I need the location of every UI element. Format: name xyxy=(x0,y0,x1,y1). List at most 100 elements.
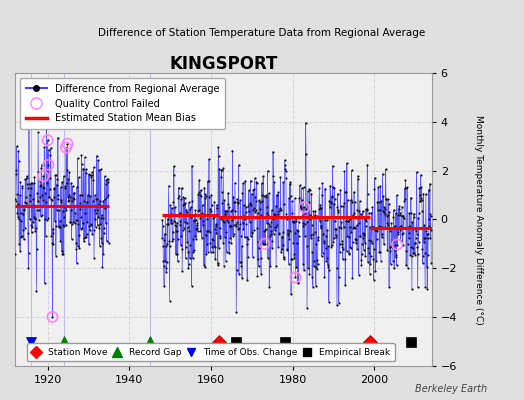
Point xyxy=(373,236,381,242)
Point xyxy=(375,248,384,255)
Point xyxy=(30,174,39,181)
Point xyxy=(13,143,21,150)
Point xyxy=(171,204,179,210)
Point xyxy=(228,147,237,154)
Point xyxy=(246,178,255,184)
Point xyxy=(418,197,426,204)
Point xyxy=(166,217,174,223)
Point xyxy=(366,261,375,267)
Point xyxy=(335,224,344,230)
Point xyxy=(384,212,392,218)
Point xyxy=(267,219,276,225)
Point xyxy=(419,252,427,259)
Point xyxy=(422,191,430,197)
Point xyxy=(388,225,397,232)
Point xyxy=(382,196,390,202)
Point xyxy=(276,174,285,180)
Point xyxy=(62,180,71,186)
Point xyxy=(75,244,83,251)
Point xyxy=(204,248,212,255)
Point xyxy=(300,204,309,210)
Point xyxy=(392,192,401,198)
Point xyxy=(394,212,402,218)
Point xyxy=(368,240,376,246)
Point xyxy=(348,239,357,246)
Point xyxy=(166,242,174,249)
Point xyxy=(78,192,86,198)
Point xyxy=(393,241,401,248)
Point xyxy=(174,184,183,191)
Point xyxy=(20,199,29,206)
Point xyxy=(303,188,312,194)
Point xyxy=(307,232,315,238)
Point xyxy=(192,217,200,224)
Point xyxy=(68,221,76,228)
Point xyxy=(409,226,417,232)
Point xyxy=(423,230,431,237)
Point xyxy=(35,217,43,224)
Point xyxy=(195,207,204,214)
Point xyxy=(237,243,246,249)
Point xyxy=(312,282,320,289)
Point xyxy=(216,216,225,222)
Point xyxy=(287,291,295,298)
Point xyxy=(17,210,25,216)
Point xyxy=(302,218,311,225)
Point xyxy=(166,202,174,208)
Point xyxy=(205,194,214,200)
Point xyxy=(258,180,266,187)
Point xyxy=(13,210,21,216)
Point xyxy=(334,300,343,306)
Point xyxy=(420,222,429,229)
Point xyxy=(163,241,172,248)
Point xyxy=(405,230,413,236)
Point xyxy=(75,206,84,212)
Point xyxy=(224,219,232,225)
Point xyxy=(221,234,229,240)
Point xyxy=(278,234,286,240)
Point xyxy=(88,231,96,237)
Point xyxy=(68,183,77,189)
Point xyxy=(408,245,417,252)
Point xyxy=(31,203,40,210)
Point xyxy=(282,210,290,217)
Point xyxy=(227,223,235,230)
Point xyxy=(411,235,420,241)
Point xyxy=(355,208,364,215)
Point xyxy=(52,181,61,188)
Point xyxy=(417,194,425,201)
Point xyxy=(280,157,289,163)
Point xyxy=(36,182,45,188)
Point xyxy=(74,174,83,180)
Point xyxy=(410,214,418,220)
Point xyxy=(348,275,356,281)
Point xyxy=(312,240,320,247)
Point xyxy=(380,204,388,210)
Point xyxy=(16,192,24,198)
Point xyxy=(34,129,42,136)
Point xyxy=(296,202,304,208)
Point xyxy=(74,243,82,250)
Point xyxy=(391,247,399,253)
Point xyxy=(367,223,376,230)
Point xyxy=(287,256,296,262)
Point xyxy=(281,168,290,174)
Point xyxy=(268,245,276,251)
Point xyxy=(293,226,301,233)
Point xyxy=(421,235,430,242)
Point xyxy=(373,199,381,206)
Point xyxy=(194,191,202,197)
Point xyxy=(224,190,232,196)
Point xyxy=(371,268,379,274)
Point xyxy=(412,226,420,232)
Point xyxy=(227,240,236,246)
Point xyxy=(352,240,360,246)
Point xyxy=(83,199,91,205)
Point xyxy=(307,235,315,241)
Point xyxy=(62,144,70,151)
Point xyxy=(315,204,324,211)
Point xyxy=(320,238,328,244)
Point xyxy=(389,258,397,264)
Point xyxy=(351,198,359,205)
Point xyxy=(385,201,393,208)
